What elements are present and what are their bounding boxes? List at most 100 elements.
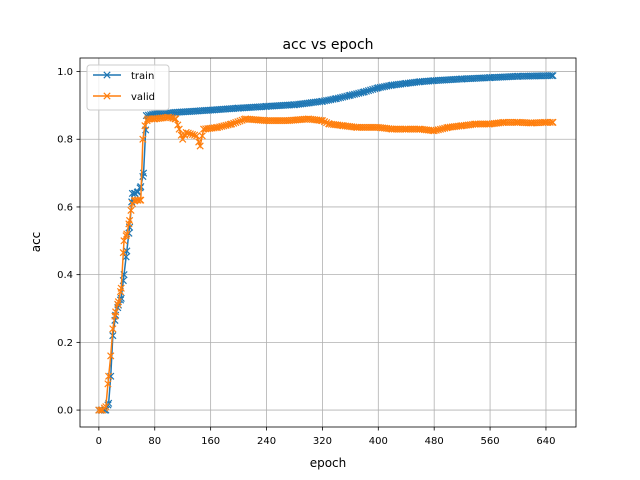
data-point-train <box>123 247 131 255</box>
data-point-train <box>122 253 130 261</box>
data-point-valid <box>182 128 190 137</box>
data-point-valid <box>434 126 443 134</box>
data-point-valid <box>172 115 180 123</box>
data-point-train <box>334 94 343 102</box>
x-tick-label: 160 <box>201 436 220 447</box>
data-point-valid <box>318 117 327 125</box>
legend-label-valid: valid <box>131 92 155 103</box>
data-point-train <box>362 87 371 95</box>
data-point-valid <box>184 129 192 137</box>
data-point-valid <box>234 118 242 126</box>
x-tick-label: 320 <box>313 436 332 447</box>
data-point-valid <box>320 118 329 126</box>
data-point-valid <box>120 237 128 245</box>
data-point-valid <box>109 325 117 333</box>
x-tick-label: 560 <box>481 436 500 447</box>
data-point-valid <box>213 123 222 132</box>
x-axis-label: epoch <box>310 456 347 470</box>
data-point-valid <box>549 118 557 126</box>
x-tick-label: 80 <box>148 436 161 447</box>
data-point-valid <box>546 118 554 126</box>
data-point-train <box>350 90 359 98</box>
data-point-valid <box>119 249 127 257</box>
y-tick-label: 0.8 <box>57 135 73 146</box>
plot-frame <box>79 57 577 428</box>
data-point-train <box>348 91 357 99</box>
data-point-valid <box>139 135 147 143</box>
data-point-valid <box>127 206 135 214</box>
legend-item-valid: valid <box>93 92 155 103</box>
legend-box <box>86 64 170 111</box>
data-point-train <box>364 87 373 95</box>
data-point-valid <box>196 142 204 150</box>
data-point-valid <box>198 132 206 140</box>
data-point-valid <box>174 121 182 129</box>
data-point-train <box>339 93 347 101</box>
data-point-valid <box>186 130 195 138</box>
data-point-valid <box>114 298 123 306</box>
data-point-train <box>360 88 368 96</box>
legend-label-train: train <box>131 71 154 82</box>
data-point-train <box>353 90 361 98</box>
data-point-valid <box>117 284 125 292</box>
data-point-valid <box>104 380 112 388</box>
data-point-train <box>332 94 341 103</box>
data-point-valid <box>97 406 105 414</box>
x-tick-label: 400 <box>369 436 388 447</box>
y-tick-label: 0.6 <box>57 202 73 213</box>
legend-marker-valid <box>103 92 111 100</box>
x-axis: 0 80 160 240 320 400 480 560 640 <box>96 427 556 447</box>
x-tick-label: 0 <box>96 436 102 447</box>
y-axis: 0.0 0.2 0.4 0.6 0.8 1.0 <box>57 67 80 417</box>
data-point-valid <box>112 308 120 316</box>
data-point-valid <box>107 352 115 360</box>
data-point-valid <box>165 113 173 121</box>
y-axis-label: acc <box>29 232 43 253</box>
data-point-valid <box>193 132 201 140</box>
data-point-valid <box>236 117 244 125</box>
data-point-valid <box>102 403 110 411</box>
data-point-valid <box>141 122 149 130</box>
data-point-valid <box>222 121 230 129</box>
data-point-valid <box>218 122 226 131</box>
data-point-valid <box>430 127 438 135</box>
data-point-train <box>355 89 363 97</box>
data-point-valid <box>188 130 197 139</box>
data-point-valid <box>216 123 224 131</box>
data-point-train <box>369 85 377 94</box>
data-point-valid <box>114 300 122 308</box>
data-point-valid <box>122 232 130 240</box>
data-point-train <box>341 92 349 101</box>
legend-marker-train <box>103 71 111 79</box>
data-point-valid <box>123 230 131 238</box>
data-point-valid <box>190 131 199 139</box>
data-point-train <box>549 71 557 80</box>
series-valid <box>95 113 557 414</box>
data-point-valid <box>436 125 445 133</box>
data-point-train <box>336 93 345 102</box>
data-point-valid <box>175 125 183 133</box>
data-point-train <box>547 72 556 80</box>
series-layer <box>95 71 557 414</box>
x-tick-label: 240 <box>257 436 276 447</box>
chart-title: acc vs epoch <box>282 37 373 53</box>
legend-item-train: train <box>93 71 154 82</box>
data-point-valid <box>230 119 238 127</box>
data-point-valid <box>179 135 187 143</box>
data-point-valid <box>137 196 145 204</box>
y-tick-label: 0.0 <box>57 406 73 417</box>
data-point-valid <box>105 372 113 380</box>
data-point-valid <box>125 216 134 225</box>
data-point-valid <box>432 126 440 134</box>
data-point-valid <box>195 138 203 146</box>
data-point-train <box>134 188 142 196</box>
y-tick-label: 0.4 <box>57 270 73 281</box>
data-point-valid <box>134 196 142 204</box>
data-point-train <box>346 91 354 99</box>
data-point-valid <box>220 122 228 130</box>
x-tick-label: 480 <box>425 436 444 447</box>
data-point-train <box>366 86 375 94</box>
x-tick-label: 640 <box>536 436 555 447</box>
legend: train valid <box>86 64 170 111</box>
